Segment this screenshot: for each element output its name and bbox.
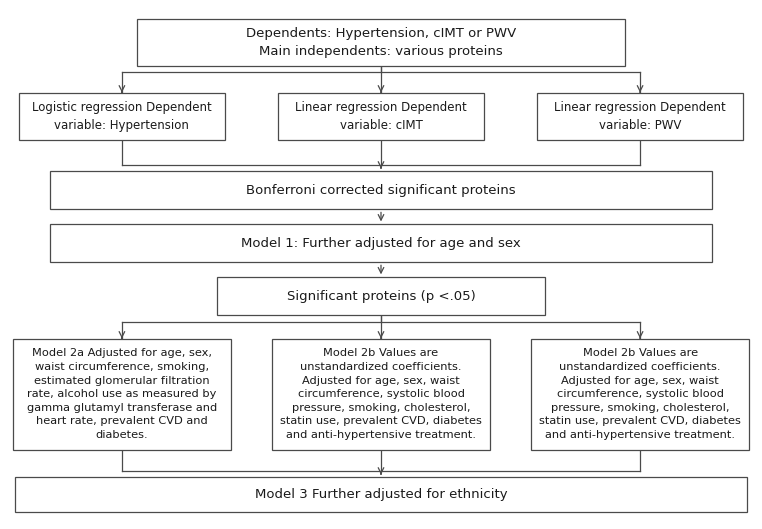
Text: Model 1: Further adjusted for age and sex: Model 1: Further adjusted for age and se…	[241, 237, 521, 250]
FancyBboxPatch shape	[50, 171, 712, 209]
Text: Model 2b Values are
unstandardized coefficients.
Adjusted for age, sex, waist
ci: Model 2b Values are unstandardized coeff…	[280, 348, 482, 440]
Text: Linear regression Dependent
variable: PWV: Linear regression Dependent variable: PW…	[554, 101, 726, 132]
Text: Dependents: Hypertension, cIMT or PWV
Main independents: various proteins: Dependents: Hypertension, cIMT or PWV Ma…	[246, 27, 516, 58]
FancyBboxPatch shape	[532, 339, 748, 450]
Text: Model 2a Adjusted for age, sex,
waist circumference, smoking,
estimated glomerul: Model 2a Adjusted for age, sex, waist ci…	[27, 348, 217, 440]
FancyBboxPatch shape	[137, 19, 625, 66]
FancyBboxPatch shape	[217, 277, 545, 315]
Text: Bonferroni corrected significant proteins: Bonferroni corrected significant protein…	[246, 184, 516, 197]
FancyBboxPatch shape	[14, 339, 230, 450]
Text: Logistic regression Dependent
variable: Hypertension: Logistic regression Dependent variable: …	[32, 101, 212, 132]
FancyBboxPatch shape	[15, 477, 747, 512]
FancyBboxPatch shape	[537, 93, 743, 140]
FancyBboxPatch shape	[19, 93, 225, 140]
Text: Model 2b Values are
unstandardized coefficients.
Adjusted for age, sex, waist
ci: Model 2b Values are unstandardized coeff…	[539, 348, 741, 440]
FancyBboxPatch shape	[50, 224, 712, 262]
FancyBboxPatch shape	[273, 339, 490, 450]
Text: Significant proteins (p <.05): Significant proteins (p <.05)	[287, 290, 475, 303]
Text: Model 3 Further adjusted for ethnicity: Model 3 Further adjusted for ethnicity	[255, 488, 507, 501]
FancyBboxPatch shape	[278, 93, 484, 140]
Text: Linear regression Dependent
variable: cIMT: Linear regression Dependent variable: cI…	[295, 101, 467, 132]
